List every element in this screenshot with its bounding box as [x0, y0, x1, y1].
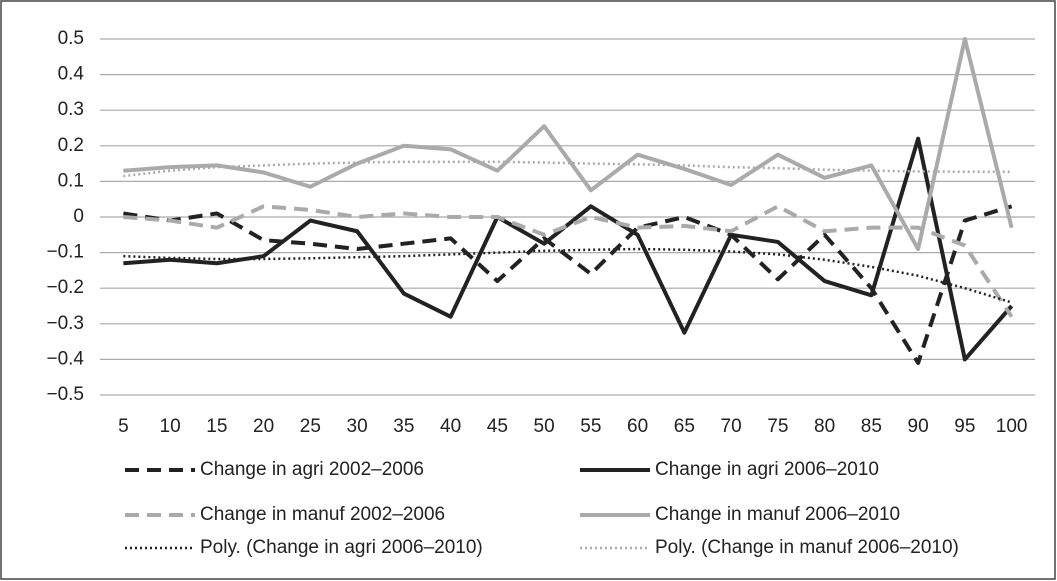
x-tick-label: 65 — [674, 416, 695, 437]
y-tick-label: 0 — [73, 206, 84, 227]
legend-label: Poly. (Change in manuf 2006–2010) — [655, 537, 959, 558]
y-tick-label: −0.3 — [46, 313, 84, 334]
legend-label: Change in agri 2002–2006 — [200, 459, 424, 480]
legend-label: Change in manuf 2002–2006 — [200, 504, 445, 525]
x-tick-label: 85 — [861, 416, 882, 437]
x-tick-label: 80 — [814, 416, 835, 437]
y-tick-label: 0.4 — [58, 64, 85, 85]
y-tick-label: 0.1 — [58, 170, 84, 191]
x-tick-label: 55 — [580, 416, 601, 437]
x-tick-label: 5 — [118, 416, 129, 437]
series-line — [123, 204, 1013, 365]
y-tick-label: 0.3 — [58, 99, 84, 120]
x-tick-label: 95 — [954, 416, 975, 437]
series-line — [123, 247, 1012, 304]
x-tick-label: 100 — [996, 416, 1028, 437]
series-line — [123, 160, 1012, 178]
x-tick-label: 20 — [253, 416, 274, 437]
x-tick-label: 30 — [347, 416, 368, 437]
y-tick-label: −0.2 — [46, 277, 84, 298]
x-tick-label: 40 — [440, 416, 461, 437]
y-tick-label: 0.2 — [58, 135, 84, 156]
y-tick-label: −0.1 — [46, 242, 84, 263]
y-tick-label: −0.4 — [46, 348, 84, 369]
x-tick-label: 35 — [393, 416, 414, 437]
x-tick-label: 90 — [908, 416, 929, 437]
y-tick-label: 0.5 — [58, 28, 84, 49]
legend-label: Change in manuf 2006–2010 — [655, 504, 900, 525]
legend-label: Change in agri 2006–2010 — [655, 459, 879, 480]
x-tick-label: 10 — [160, 416, 181, 437]
y-tick-label: −0.5 — [46, 384, 84, 405]
x-tick-label: 75 — [767, 416, 788, 437]
x-tick-label: 60 — [627, 416, 648, 437]
x-tick-label: 50 — [534, 416, 555, 437]
legend-label: Poly. (Change in agri 2006–2010) — [200, 537, 483, 558]
series-line — [123, 37, 1014, 252]
x-tick-label: 25 — [300, 416, 321, 437]
x-tick-label: 15 — [206, 416, 227, 437]
x-tick-label: 45 — [487, 416, 508, 437]
series-line — [123, 136, 1014, 362]
x-tick-label: 70 — [721, 416, 742, 437]
